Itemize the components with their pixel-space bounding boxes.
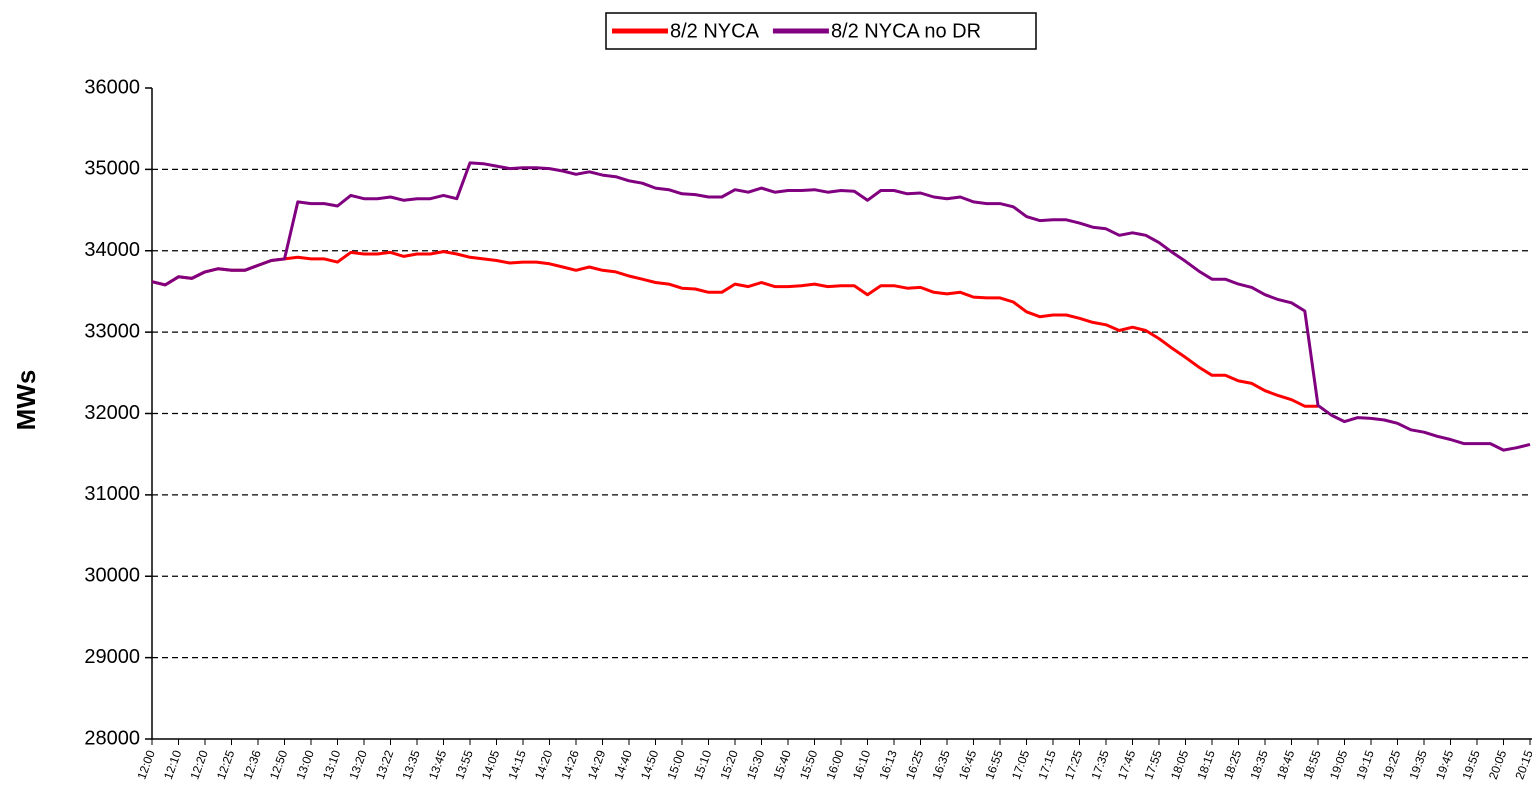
x-tick-label: 12:00 [134,748,158,781]
y-tick-label: 29000 [84,646,140,668]
x-tick-label: 17:25 [1062,748,1086,781]
x-tick-label: 19:25 [1380,748,1404,781]
x-tick-label: 13:00 [293,748,317,781]
x-tick-label: 15:50 [797,748,821,781]
x-tick-label: 16:35 [929,748,953,781]
x-tick-label: 17:05 [1009,748,1033,781]
x-tick-label: 19:05 [1327,748,1351,781]
x-tick-label: 18:15 [1194,748,1218,781]
legend-label: 8/2 NYCA no DR [831,20,981,42]
y-tick-label: 28000 [84,727,140,749]
y-tick-label: 31000 [84,483,140,505]
x-tick-label: 17:15 [1035,748,1059,781]
x-tick-label: 16:10 [850,748,874,781]
x-tick-label: 16:00 [823,748,847,781]
x-tick-label: 18:25 [1221,748,1245,781]
x-tick-label: 19:45 [1433,748,1457,781]
x-tick-label: 17:55 [1141,748,1165,781]
x-tick-label: 13:45 [426,748,450,781]
x-tick-label: 15:20 [717,748,741,781]
x-tick-label: 14:05 [479,748,503,781]
x-tick-label: 13:20 [346,748,370,781]
x-tick-label: 12:10 [161,748,185,781]
x-tick-label: 14:26 [558,748,582,781]
x-tick-label: 13:35 [399,748,423,781]
legend-box [605,12,1037,50]
series-line [151,250,1318,408]
x-tick-label: 14:40 [611,748,635,781]
x-tick-label: 13:10 [320,748,344,781]
x-tick-label: 15:10 [691,748,715,781]
y-tick-label: 35000 [84,158,140,180]
x-tick-label: 19:35 [1406,748,1430,781]
x-tick-label: 14:15 [505,748,529,781]
x-tick-label: 20:05 [1486,748,1510,781]
x-tick-label: 17:35 [1088,748,1112,781]
x-tick-label: 18:55 [1300,748,1324,781]
x-tick-label: 13:22 [373,748,397,781]
series-line [151,161,1531,452]
x-tick-label: 16:55 [982,748,1006,781]
x-tick-label: 12:50 [267,748,291,781]
y-tick-label: 32000 [84,402,140,424]
x-tick-label: 13:55 [452,748,476,781]
y-axis-label: MWs [11,370,41,431]
x-tick-label: 19:55 [1459,748,1483,781]
x-tick-label: 15:00 [664,748,688,781]
x-tick-label: 14:20 [532,748,556,781]
x-tick-label: 18:45 [1274,748,1298,781]
x-tick-label: 12:25 [214,748,238,781]
legend-label: 8/2 NYCA [670,20,760,42]
x-tick-label: 14:50 [638,748,662,781]
x-tick-label: 16:13 [876,748,900,781]
y-tick-label: 36000 [84,76,140,98]
x-tick-label: 18:35 [1247,748,1271,781]
x-tick-label: 17:45 [1115,748,1139,781]
x-tick-label: 18:05 [1168,748,1192,781]
y-tick-label: 34000 [84,239,140,261]
y-tick-label: 33000 [84,320,140,342]
y-tick-label: 30000 [84,565,140,587]
x-tick-label: 12:36 [240,748,264,781]
x-tick-label: 16:25 [903,748,927,781]
x-tick-label: 15:30 [744,748,768,781]
x-tick-label: 12:20 [187,748,211,781]
x-tick-label: 19:15 [1353,748,1377,781]
x-tick-label: 15:40 [770,748,794,781]
x-tick-label: 20:15 [1512,748,1532,781]
x-tick-label: 16:45 [956,748,980,781]
x-tick-label: 14:29 [585,748,609,781]
